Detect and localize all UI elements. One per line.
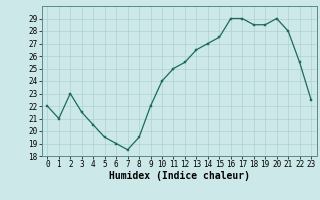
X-axis label: Humidex (Indice chaleur): Humidex (Indice chaleur) — [109, 171, 250, 181]
